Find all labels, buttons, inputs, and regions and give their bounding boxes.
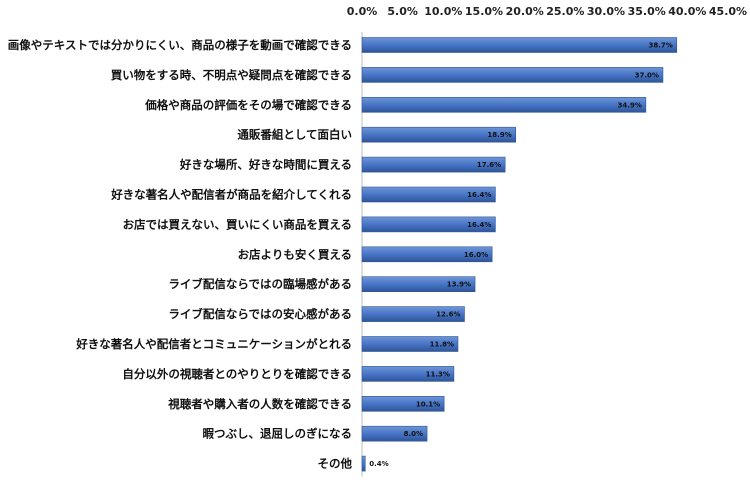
x-tick-label: 40.0% (668, 5, 706, 18)
bar (361, 366, 455, 382)
category-label: 暇つぶし、退屈しのぎになる (203, 427, 353, 441)
category-label: 価格や商品の評価をその場で確認できる (144, 98, 352, 112)
data-label: 16.4% (467, 191, 491, 199)
data-label: 8.0% (404, 430, 423, 438)
data-label: 37.0% (635, 71, 659, 79)
bar (361, 395, 445, 412)
category-label: お店よりも安く買える (238, 247, 352, 261)
data-label: 34.9% (618, 101, 642, 109)
data-label: 0.4% (369, 460, 388, 468)
x-tick-label: 5.0% (387, 5, 418, 18)
category-label: ライブ配信ならではの臨場感がある (168, 277, 352, 291)
data-label: 16.0% (464, 251, 488, 259)
bars (361, 37, 678, 472)
x-tick-label: 45.0% (709, 5, 747, 18)
bar (361, 216, 496, 233)
bar (361, 425, 428, 442)
category-label: その他 (318, 457, 353, 471)
data-label: 16.4% (467, 221, 491, 229)
bar (361, 455, 366, 472)
data-label: 18.9% (487, 131, 511, 139)
bar (361, 126, 517, 143)
x-tick-label: 15.0% (465, 5, 503, 18)
x-tick-label: 35.0% (628, 5, 666, 18)
bar (361, 156, 506, 173)
category-label: 好きな場所、好きな時間に買える (179, 158, 352, 172)
bar (361, 276, 476, 293)
category-label: 自分以外の視聴者とのやりとりを確認できる (122, 367, 352, 381)
data-label: 17.6% (477, 161, 501, 169)
x-tick-label: 25.0% (546, 5, 584, 18)
x-axis-ticks: 0.0% 5.0% 10.0% 15.0% 20.0% 25.0% 30.0% 35.0% 40… (347, 5, 747, 18)
data-labels: 38.7% 37.0% 34.9% 18.9% 17.6% 16.4% 16.4% 16.0%… (369, 42, 673, 469)
category-label: 好きな著名人や配信者とコミュニケーションがとれる (75, 337, 352, 351)
data-label: 38.7% (648, 42, 672, 50)
bar (361, 37, 678, 53)
x-tick-label: 20.0% (506, 5, 544, 18)
data-label: 11.3% (426, 370, 450, 378)
category-label: 画像やテキストでは分かりにくい、商品の様子を動画で確認できる (8, 38, 352, 52)
data-label: 11.8% (430, 341, 454, 349)
bar (361, 186, 496, 203)
category-label: 好きな著名人や配信者が商品を紹介してくれる (110, 188, 352, 202)
bar (361, 246, 493, 263)
bar (361, 336, 459, 352)
data-label: 12.6% (436, 311, 460, 319)
x-tick-label: 0.0% (347, 5, 378, 18)
category-label: お店では買えない、買いにくい商品を買える (123, 217, 352, 231)
category-label: 通販番組として面白い (237, 128, 352, 142)
category-label: ライブ配信ならではの安心感がある (168, 307, 352, 321)
data-label: 10.1% (416, 400, 440, 408)
category-label: 買い物をする時、不明点や疑問点を確認できる (111, 68, 352, 82)
x-tick-label: 10.0% (424, 5, 462, 18)
category-labels: 画像やテキストでは分かりにくい、商品の様子を動画で確認できる買い物をする時、不明… (8, 38, 353, 471)
data-label: 13.9% (447, 281, 471, 289)
bar (361, 97, 647, 113)
category-label: 視聴者や購入者の人数を確認できる (167, 397, 352, 411)
bar (361, 306, 465, 322)
x-tick-label: 30.0% (587, 5, 625, 18)
bar (361, 67, 664, 83)
